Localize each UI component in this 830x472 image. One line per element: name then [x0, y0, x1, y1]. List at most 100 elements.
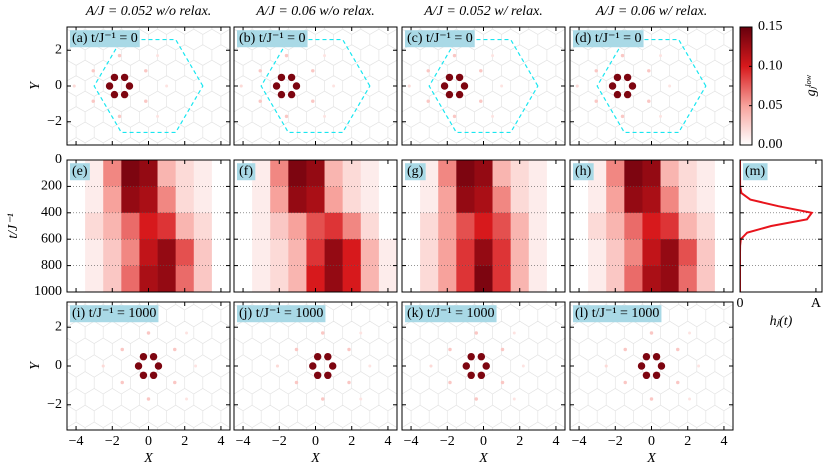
site-dot: [668, 84, 672, 88]
x-tick-label: 4: [384, 434, 391, 449]
heat-cell: [121, 265, 140, 292]
heat-cell: [288, 239, 307, 266]
heat-cell: [510, 212, 530, 240]
heat-cell: [588, 186, 607, 214]
site-dot: [652, 371, 661, 380]
heat-cell: [193, 265, 213, 292]
heat-cell: [474, 265, 493, 292]
panel-label-text: (a) t/J⁻¹ = 0: [72, 31, 138, 46]
y-tick-label: 1000: [34, 284, 62, 299]
site-dot: [323, 54, 327, 58]
profile-line: [740, 160, 814, 292]
heat-cell: [606, 160, 625, 187]
heat-cell: [714, 160, 733, 187]
heat-cell: [456, 212, 475, 240]
panel-label: (j) t/J⁻¹ = 1000: [237, 305, 326, 323]
site-dot: [321, 331, 325, 335]
x-tick-label: −4: [69, 434, 84, 449]
heat-cell: [211, 160, 230, 187]
site-dot: [500, 84, 504, 88]
site-dot: [628, 82, 637, 90]
site-dot: [500, 380, 505, 385]
x-tick-label: 2: [348, 434, 355, 449]
panel-label-text: (l) t/J⁻¹ = 1000: [575, 306, 659, 321]
site-dot: [613, 90, 622, 99]
site-dot: [275, 364, 280, 368]
site-dot: [72, 84, 76, 88]
site-dot: [324, 371, 332, 380]
heat-cell: [378, 160, 397, 187]
heat-cell: [474, 212, 493, 240]
heat-cell: [306, 265, 325, 292]
heat-cell: [211, 186, 230, 214]
heat-cell: [546, 239, 565, 266]
panel-label: (i) t/J⁻¹ = 1000: [70, 305, 159, 323]
heat-cell: [660, 160, 679, 187]
panel-label-text: (d) t/J⁻¹ = 0: [575, 31, 642, 46]
heat-cell: [288, 265, 307, 292]
heat-cell: [714, 186, 733, 214]
site-dot: [328, 362, 337, 370]
label-box: [743, 163, 768, 181]
heat-cell: [121, 186, 140, 214]
heat-cell: [714, 212, 733, 240]
site-dot: [120, 90, 129, 99]
site-dot: [347, 380, 351, 385]
heat-cell: [570, 186, 589, 214]
site-dot: [258, 69, 263, 73]
panel-label: (g): [405, 163, 426, 181]
heat-cell: [157, 239, 176, 266]
heat-cell: [570, 212, 589, 240]
heat-cell: [696, 212, 716, 240]
site-dot: [474, 331, 478, 335]
heat-cell: [474, 186, 493, 214]
heat-cell: [378, 186, 397, 214]
heat-cell: [420, 265, 439, 292]
site-dot: [642, 352, 651, 361]
panel-label: (a) t/J⁻¹ = 0: [70, 30, 140, 48]
heat-cell: [121, 160, 140, 187]
heat-cell: [157, 186, 176, 214]
site-dot: [101, 364, 105, 368]
heat-cell: [288, 160, 307, 187]
site-dot: [139, 371, 148, 380]
heat-cell: [270, 160, 289, 187]
site-dot: [649, 331, 654, 335]
x-tick-label: 2: [181, 434, 188, 449]
heat-cell: [402, 186, 421, 214]
plot-area: [402, 302, 565, 430]
site-dot: [426, 69, 431, 73]
heat-cell: [474, 239, 493, 266]
label-box: [70, 163, 90, 181]
heat-cell: [324, 186, 343, 214]
heat-cell: [696, 160, 716, 187]
heat-cell: [528, 160, 548, 187]
heat-cell: [121, 239, 140, 266]
site-dot: [144, 99, 148, 103]
site-dot: [311, 99, 315, 103]
label-box: [573, 163, 594, 181]
plot-area: [67, 27, 230, 145]
site-dot: [91, 99, 96, 103]
site-dot: [479, 99, 483, 103]
plot-area: [234, 302, 397, 430]
heat-cell: [157, 265, 176, 292]
site-dot: [309, 362, 317, 370]
heat-cell: [324, 265, 343, 292]
y-tick-label: 200: [41, 179, 62, 194]
site-dot: [620, 53, 625, 58]
site-dot: [594, 69, 599, 73]
site-dot: [120, 347, 124, 352]
site-dot: [688, 397, 692, 401]
site-dot: [91, 69, 96, 73]
heat-cell: [660, 212, 679, 240]
site-dot: [649, 397, 654, 401]
heat-cell: [360, 160, 380, 187]
heat-cell: [438, 160, 457, 187]
site-dot: [149, 371, 158, 380]
lattice: [67, 27, 230, 145]
label-box: [70, 305, 159, 323]
panel-label: (f): [237, 163, 256, 181]
site-dot: [608, 82, 617, 90]
site-dot: [521, 364, 525, 368]
